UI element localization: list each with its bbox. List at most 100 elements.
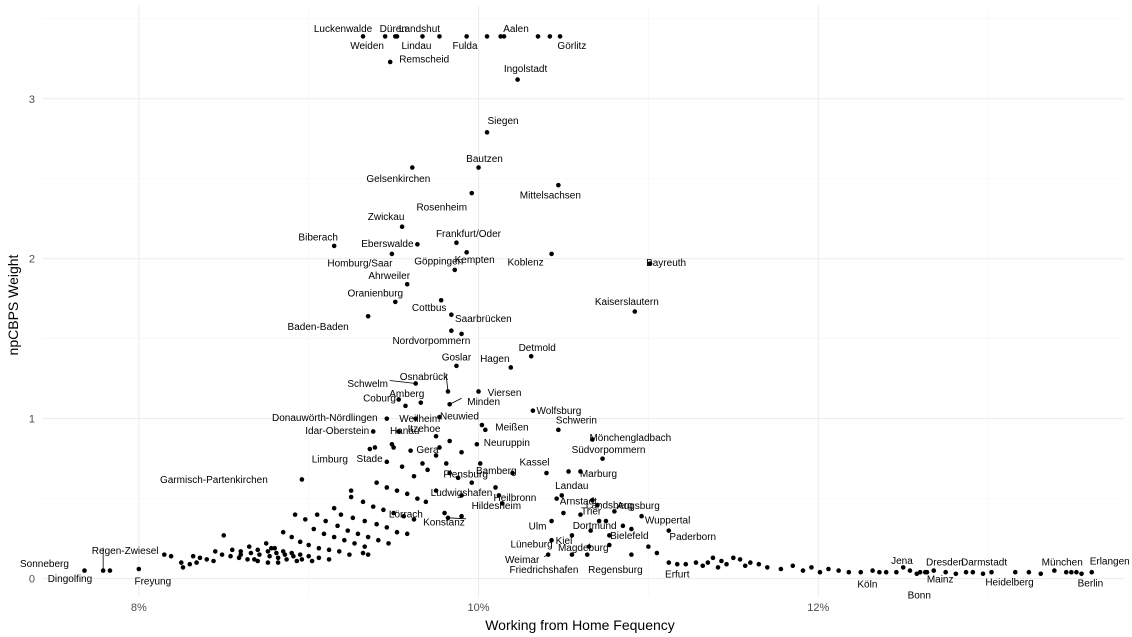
data-point: [900, 565, 906, 570]
data-point: [331, 243, 337, 249]
data-point: [219, 552, 225, 557]
point-label: Gera: [416, 445, 439, 456]
points: [82, 34, 1095, 577]
y-tick-label: 0: [29, 574, 35, 586]
data-point: [595, 502, 600, 508]
data-point: [413, 416, 418, 421]
data-point: [265, 549, 271, 554]
data-point: [265, 560, 271, 565]
point-label: Donauwörth-Nördlingen: [272, 413, 378, 424]
point-label: Landshut: [399, 24, 440, 35]
point-label: Trier: [581, 507, 602, 518]
data-point: [569, 533, 575, 538]
data-point: [549, 518, 554, 524]
data-point: [190, 553, 196, 559]
data-point: [454, 240, 459, 246]
point-label: Coburg: [363, 393, 396, 404]
point-label: Ulm: [529, 522, 547, 533]
point-label: Fulda: [453, 41, 478, 52]
data-point: [578, 512, 583, 517]
data-point: [666, 560, 672, 565]
point-label: Rosenheim: [416, 203, 467, 214]
data-point: [459, 449, 464, 455]
data-point: [409, 165, 415, 170]
y-axis-title: npCBPS Weight: [5, 254, 21, 355]
data-point: [530, 408, 536, 413]
data-point: [263, 541, 269, 546]
point-label: Südvorpommern: [572, 445, 646, 456]
point-label: Landau: [555, 481, 588, 492]
data-point: [603, 518, 609, 524]
data-point: [161, 552, 167, 557]
data-point: [554, 496, 559, 501]
data-point: [1026, 569, 1032, 575]
data-point: [557, 34, 563, 39]
point-label: Mittelsachsen: [520, 191, 581, 202]
data-point: [352, 541, 357, 546]
y-tick-label: 2: [29, 254, 35, 266]
data-point: [620, 523, 626, 529]
data-point: [365, 552, 371, 557]
data-point: [931, 568, 937, 573]
data-point: [607, 533, 612, 538]
data-point: [275, 560, 281, 565]
point-label: Weilheim: [399, 414, 440, 425]
data-point: [590, 437, 595, 442]
data-point: [269, 545, 274, 551]
point-label: Lindau: [401, 41, 431, 52]
data-point: [425, 467, 430, 473]
data-point: [483, 427, 488, 433]
data-point: [496, 493, 502, 498]
point-label: Dingolfing: [48, 574, 92, 585]
data-point: [943, 569, 948, 575]
data-point: [1012, 569, 1018, 575]
point-label: Koblenz: [508, 257, 544, 268]
data-point: [438, 298, 444, 303]
point-label: Konstanz: [423, 517, 465, 528]
data-point: [535, 34, 541, 39]
data-point: [374, 480, 379, 485]
point-label: Biberach: [298, 232, 337, 243]
data-point: [556, 182, 561, 188]
data-point: [82, 568, 87, 573]
data-point: [415, 242, 420, 247]
data-point: [469, 190, 475, 196]
data-point: [477, 461, 483, 466]
data-point: [809, 565, 814, 570]
point-label: Landsberg: [586, 501, 633, 512]
data-point: [858, 569, 864, 575]
data-point: [1089, 569, 1095, 575]
data-point: [731, 555, 736, 561]
point-label: Saarbrücken: [455, 314, 512, 325]
data-point: [350, 515, 356, 521]
point-label: Bautzen: [466, 154, 503, 165]
point-label: Flensburg: [443, 470, 487, 481]
data-point: [556, 427, 561, 433]
data-point: [454, 363, 459, 369]
data-point: [452, 267, 458, 273]
point-label: Lüneburg: [510, 540, 552, 551]
data-point: [437, 445, 442, 450]
data-point: [311, 526, 317, 532]
data-point: [647, 261, 653, 266]
point-label: Detmold: [519, 343, 556, 354]
data-point: [476, 165, 481, 170]
data-point: [297, 539, 303, 545]
data-point: [401, 513, 407, 519]
point-label: Viersen: [488, 388, 522, 399]
data-point: [323, 518, 328, 524]
data-point: [274, 550, 279, 556]
data-point: [1079, 571, 1084, 577]
data-point: [418, 400, 424, 405]
point-label: Mainz: [927, 575, 954, 586]
data-point: [790, 563, 796, 569]
data-point: [433, 453, 439, 458]
data-point: [1069, 569, 1074, 575]
point-label: Meißen: [495, 423, 528, 434]
data-point: [596, 518, 602, 524]
data-point: [443, 461, 449, 466]
data-point: [197, 555, 203, 561]
leader-line: [544, 554, 549, 557]
data-point: [336, 549, 342, 554]
